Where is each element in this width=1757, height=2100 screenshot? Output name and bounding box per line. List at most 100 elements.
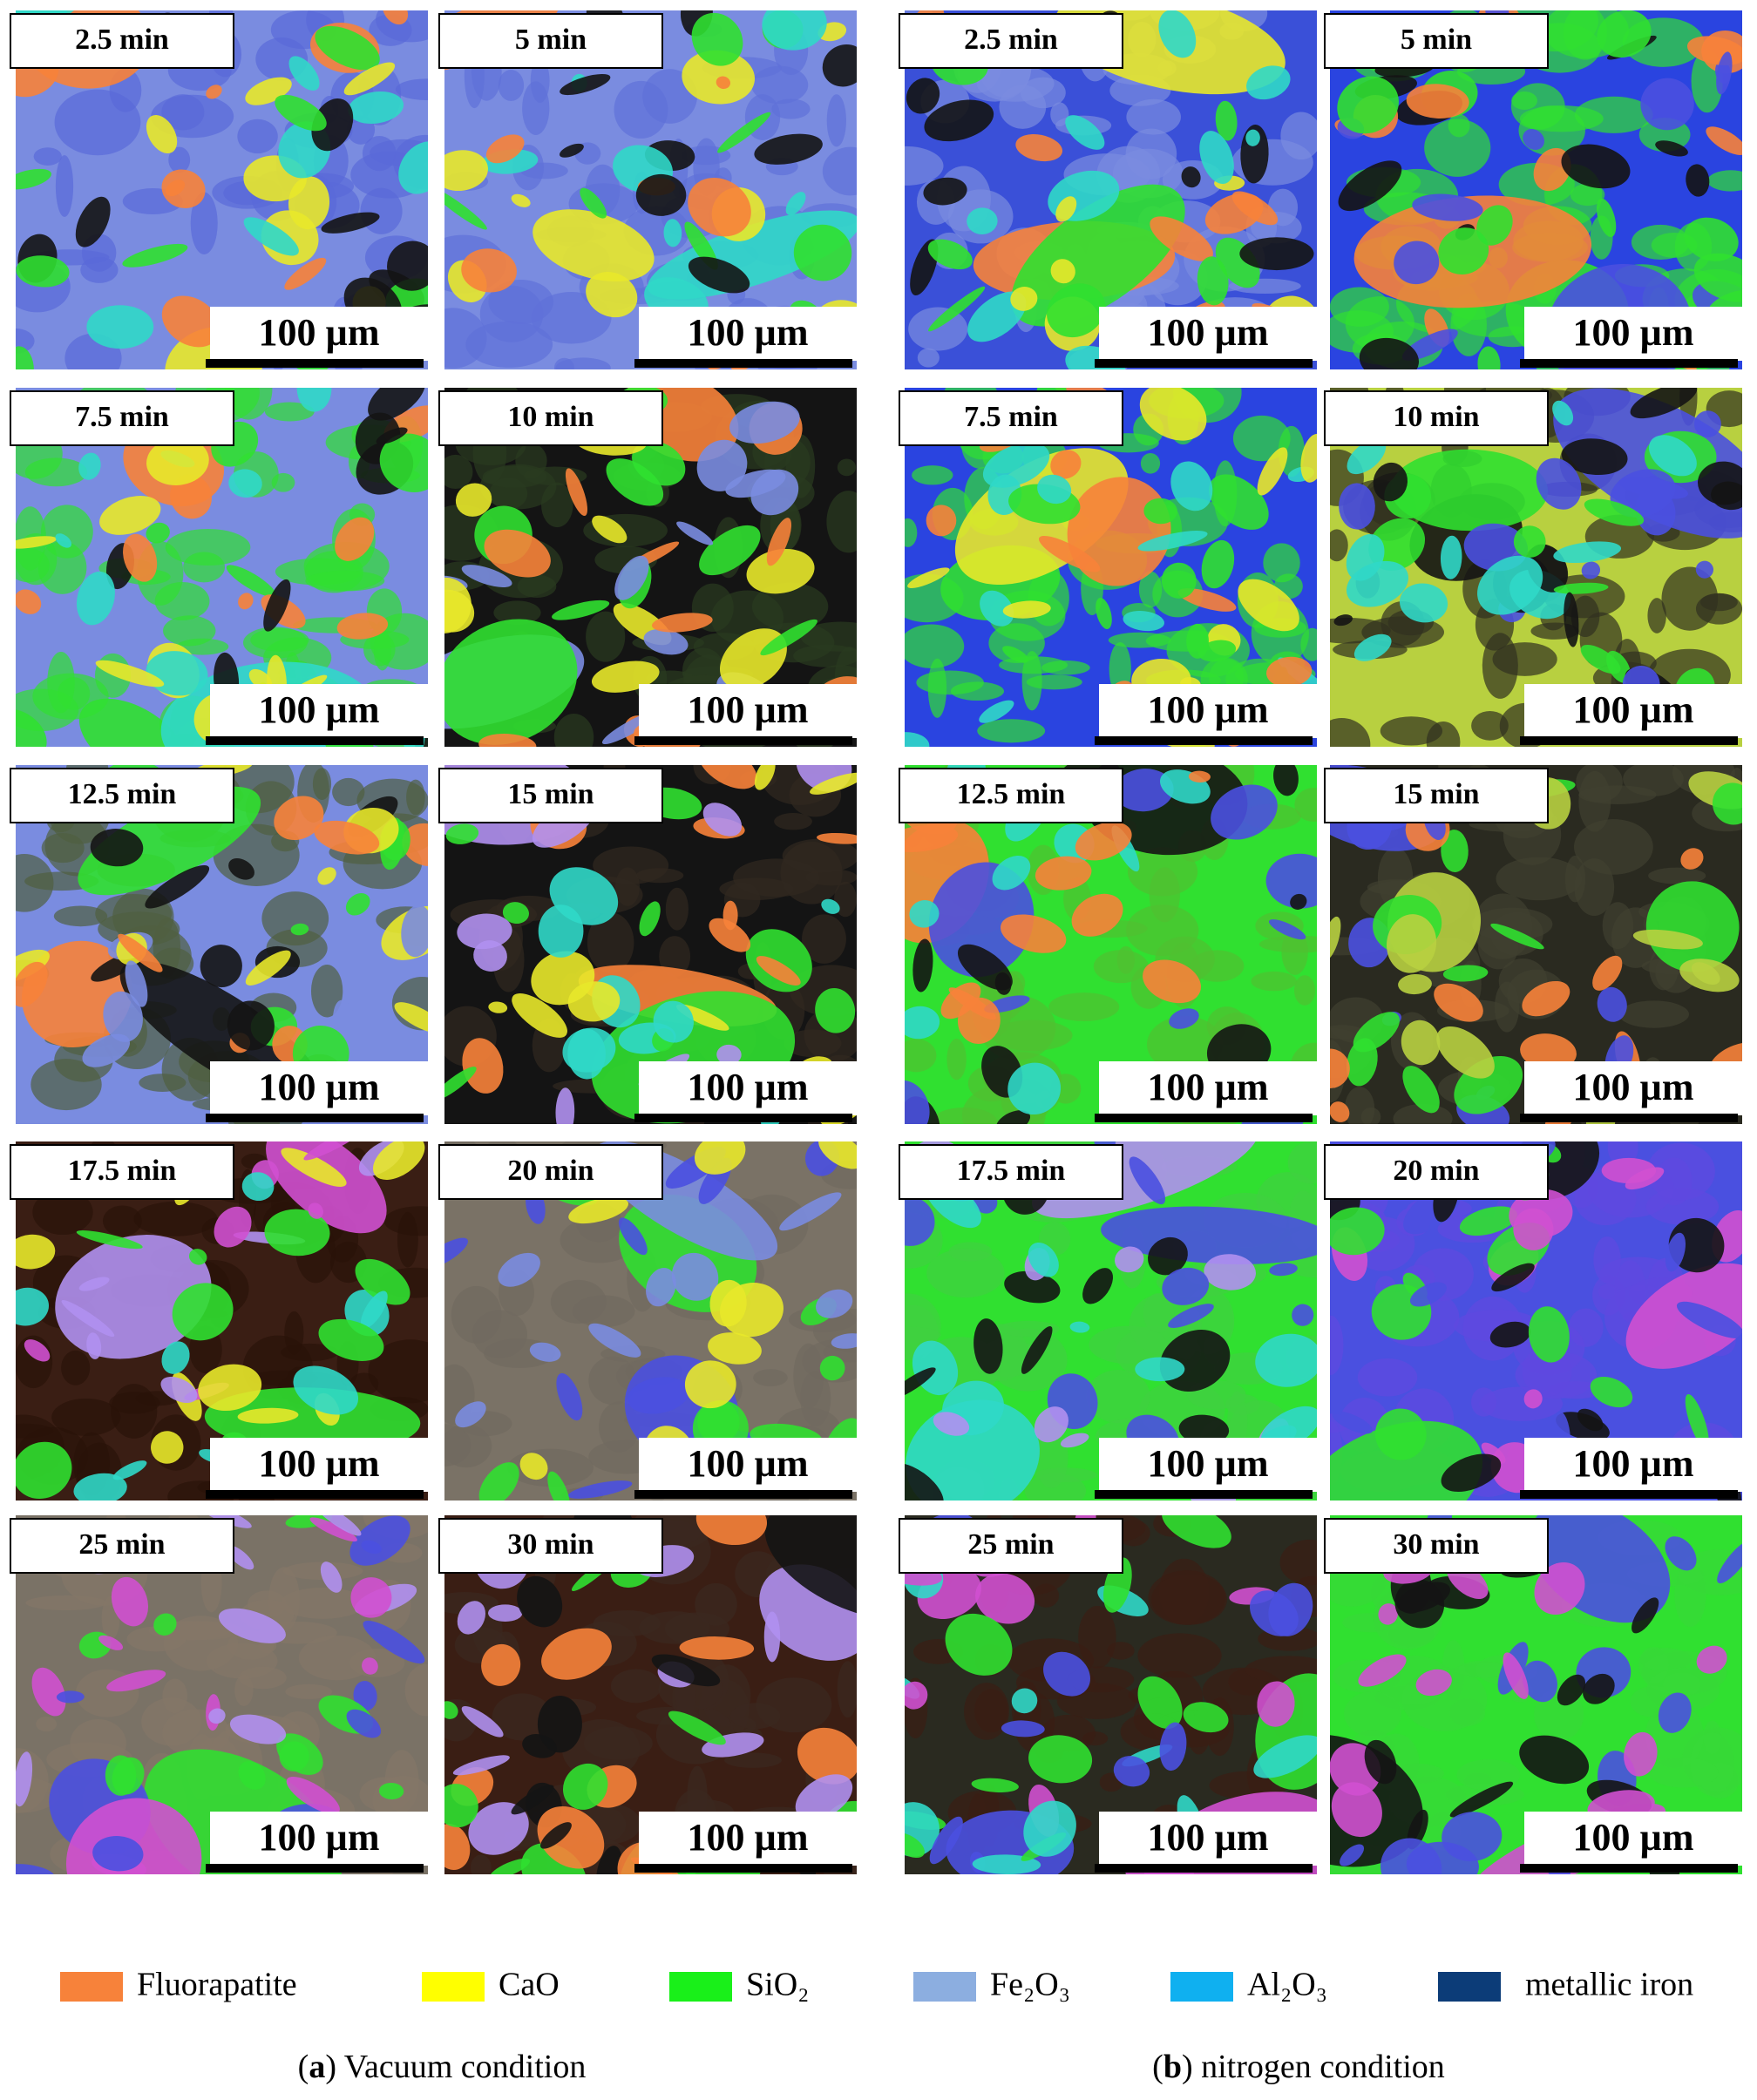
map-phase <box>362 1657 378 1675</box>
map-phase <box>1448 113 1470 138</box>
map-phase <box>709 1279 747 1327</box>
map-phase <box>16 949 50 982</box>
scale-label: 100 µm <box>687 311 808 354</box>
legend-swatch <box>1170 1972 1233 2002</box>
map-phase <box>481 1643 521 1686</box>
map-phase <box>1215 100 1238 141</box>
map-phase <box>1583 1673 1615 1704</box>
map-phase <box>161 1341 190 1374</box>
map-phase <box>1150 216 1213 261</box>
map-phase <box>1707 170 1742 192</box>
scale-box <box>210 1061 428 1115</box>
map-phase <box>729 401 800 444</box>
time-label: 5 min <box>1401 24 1472 56</box>
map-phase <box>444 186 487 230</box>
map-phase <box>1406 84 1469 119</box>
time-box <box>438 13 663 69</box>
legend-swatch <box>60 1972 123 2002</box>
map-phase <box>16 1234 56 1270</box>
map-phase <box>780 841 843 904</box>
map-phase <box>1340 1844 1365 1866</box>
map-phase <box>444 1237 468 1269</box>
scale-bar <box>206 1864 424 1873</box>
map-phase <box>109 1392 160 1414</box>
map-phase <box>1071 893 1123 937</box>
map-phase <box>746 548 815 594</box>
map-phase <box>482 465 547 488</box>
map-phase <box>241 1172 275 1202</box>
map-phase <box>279 1741 309 1771</box>
map-phase <box>1409 1282 1447 1307</box>
map-phase <box>1331 1782 1382 1838</box>
map-phase <box>346 1709 382 1738</box>
map-phase <box>404 1663 428 1717</box>
time-box <box>899 390 1123 446</box>
map-phase <box>78 452 101 480</box>
map-phase <box>764 1515 857 1620</box>
map-phase <box>234 1674 254 1706</box>
map-phase <box>1115 1246 1144 1273</box>
map-phase <box>1593 1236 1621 1284</box>
scale-box <box>210 1812 428 1866</box>
map-phase <box>1581 561 1601 579</box>
map-phase <box>56 1690 85 1704</box>
map-phase <box>1170 461 1213 511</box>
scale-label: 100 µm <box>258 1442 379 1485</box>
scale-label: 100 µm <box>1572 1816 1693 1859</box>
scale-bar <box>1520 1864 1738 1873</box>
map-phase <box>170 474 212 519</box>
map-phase <box>163 615 216 647</box>
map-phase <box>362 135 397 172</box>
map-phase <box>1239 237 1314 271</box>
map-phase <box>1574 96 1653 133</box>
map-phase <box>909 900 940 928</box>
map-phase <box>511 193 531 207</box>
scale-box <box>1524 1812 1742 1866</box>
map-phase <box>552 600 610 620</box>
map-phase <box>1294 788 1317 823</box>
scale-bar <box>1520 1490 1738 1499</box>
map-phase <box>1204 193 1264 234</box>
map-phase <box>646 1267 676 1307</box>
map-phase <box>1471 1387 1497 1417</box>
map-phase <box>355 1258 410 1305</box>
map-phase <box>224 388 273 420</box>
map-phase <box>618 1217 648 1256</box>
scale-box <box>639 307 857 361</box>
map-phase <box>368 1339 428 1404</box>
map-phase <box>928 286 986 332</box>
caption-part: ) nitrogen condition <box>1182 2049 1445 2085</box>
map-phase <box>86 305 154 349</box>
map-phase <box>1108 632 1171 648</box>
map-phase <box>214 1206 252 1248</box>
map-phase <box>1287 1141 1317 1184</box>
map-phase <box>226 565 276 598</box>
map-phase <box>977 719 1046 743</box>
map-phase <box>1147 1016 1224 1073</box>
map-phase <box>1161 562 1197 599</box>
caption: (b) nitrogen condition <box>1152 2049 1445 2085</box>
map-phase <box>165 180 186 197</box>
map-phase <box>912 938 933 992</box>
map-phase <box>55 155 74 217</box>
map-phase <box>310 965 343 1018</box>
map-phase <box>831 1333 857 1349</box>
map-phase <box>695 1515 768 1546</box>
map-phase <box>905 1832 925 1859</box>
map-phase <box>1598 1284 1618 1300</box>
map-phase <box>754 765 776 790</box>
scale-label: 100 µm <box>1572 688 1693 731</box>
map-phase <box>1394 240 1440 285</box>
map-phase <box>1436 1026 1495 1079</box>
map-phase <box>588 1323 641 1358</box>
map-phase <box>1181 166 1201 188</box>
map-phase <box>1332 1411 1373 1434</box>
time-label: 20 min <box>1393 1155 1479 1187</box>
time-box <box>1324 390 1549 446</box>
map-phase <box>541 1628 612 1680</box>
scale-bar <box>206 736 424 745</box>
map-phase <box>363 1620 425 1664</box>
map-phase <box>1412 193 1483 221</box>
map-phase <box>1553 582 1609 594</box>
map-phase <box>1353 1012 1400 1053</box>
